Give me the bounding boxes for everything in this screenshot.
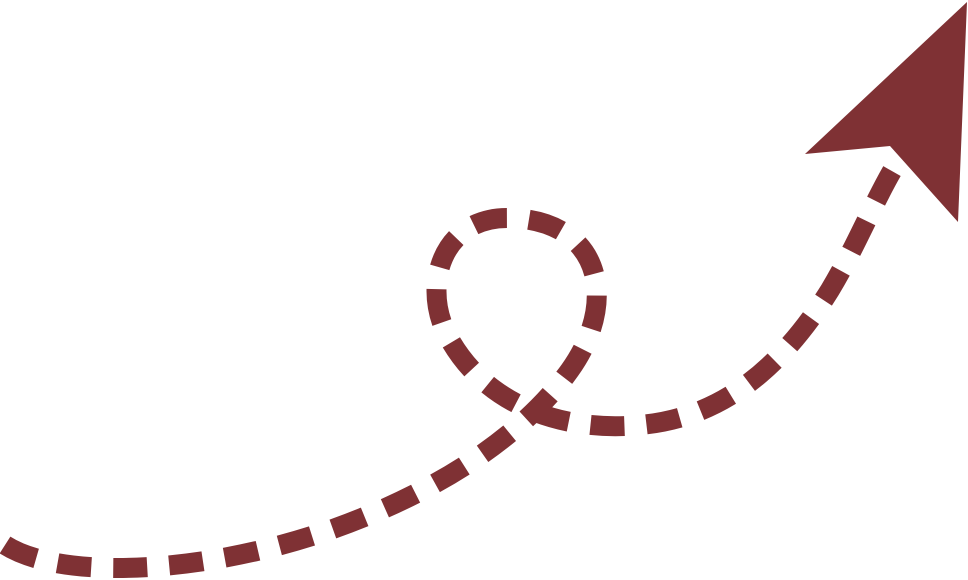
arrowhead-icon (805, 2, 967, 222)
dashed-loop-path (0, 144, 914, 578)
